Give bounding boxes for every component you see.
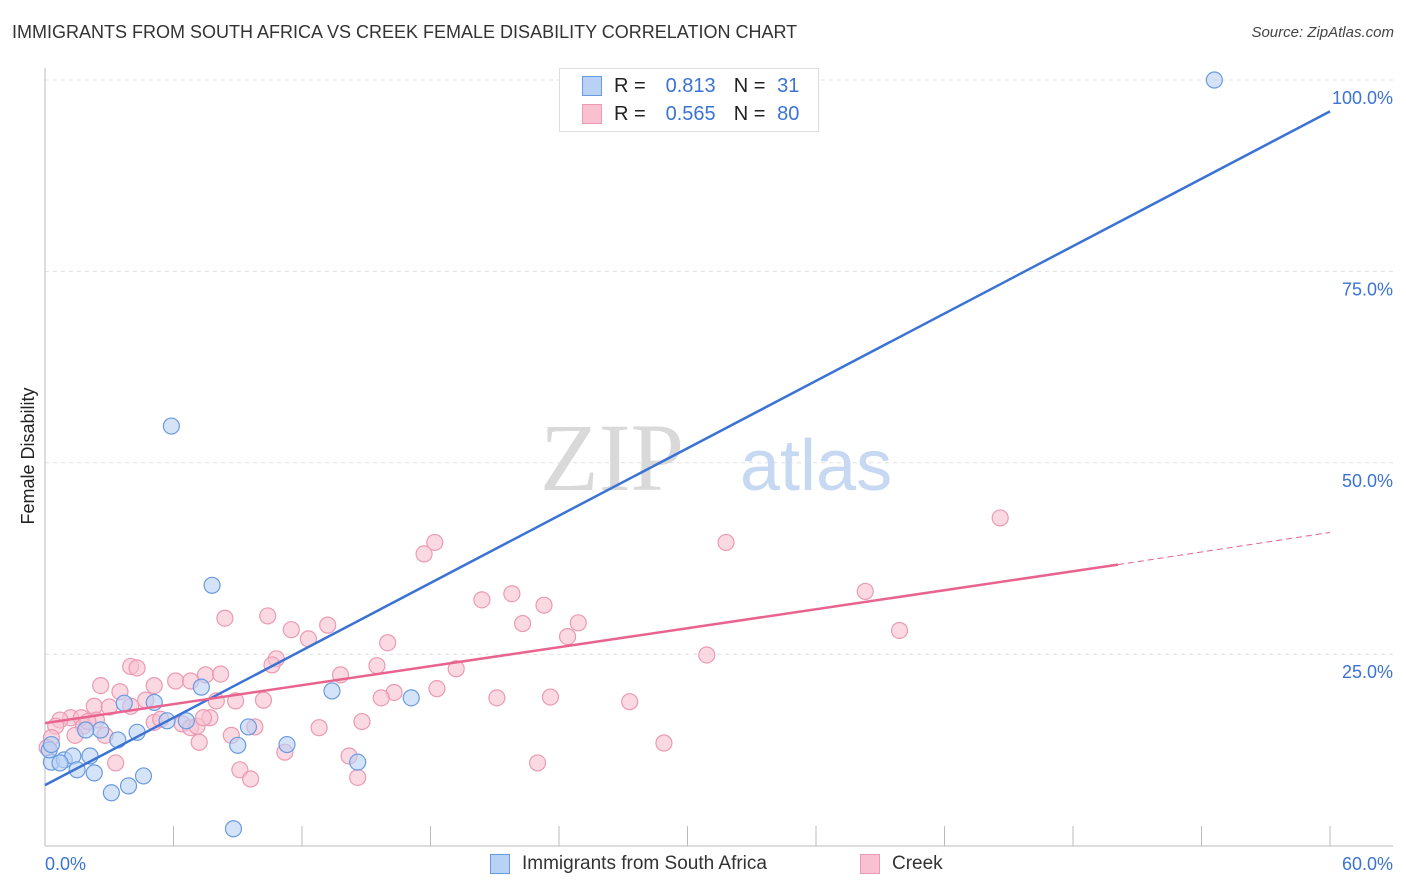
r-value: 0.813 bbox=[665, 75, 716, 97]
creek-point bbox=[216, 609, 234, 627]
south-africa-point bbox=[349, 753, 367, 771]
creek-point bbox=[621, 693, 639, 711]
creek-point bbox=[488, 689, 506, 707]
n-value: 31 bbox=[777, 75, 800, 97]
south-africa-point bbox=[92, 721, 110, 739]
creek-point bbox=[310, 719, 328, 737]
legend-row-south-africa: R = 0.813 N = 31 bbox=[582, 73, 799, 99]
south-africa-point bbox=[229, 736, 247, 754]
creek-point bbox=[194, 709, 213, 727]
creek-point bbox=[558, 627, 577, 646]
y-tick-label: 25.0% bbox=[1342, 662, 1393, 682]
pink-swatch-icon bbox=[860, 854, 880, 874]
creek-point bbox=[415, 545, 433, 563]
south-africa-point bbox=[278, 735, 296, 754]
legend-label: Creek bbox=[892, 853, 943, 874]
r-value: 0.565 bbox=[665, 103, 716, 125]
creek-point bbox=[92, 676, 110, 695]
south-africa-point bbox=[192, 678, 210, 696]
south-africa-point bbox=[402, 689, 420, 707]
blue-swatch-icon bbox=[582, 76, 602, 96]
south-africa-point bbox=[239, 718, 258, 736]
legend-item-south-africa[interactable]: Immigrants from South Africa bbox=[490, 852, 767, 876]
pink-swatch-icon bbox=[582, 104, 602, 124]
creek-point bbox=[349, 768, 367, 787]
x-tick-label-max: 60.0% bbox=[1342, 854, 1393, 874]
n-value: 80 bbox=[777, 103, 800, 125]
south-africa-point bbox=[1205, 71, 1223, 89]
creek-point bbox=[569, 614, 587, 632]
creek-point bbox=[372, 689, 390, 707]
creek-point bbox=[856, 582, 874, 601]
south-africa-point bbox=[85, 764, 103, 782]
creek-point bbox=[319, 616, 337, 634]
creek-point bbox=[353, 712, 371, 731]
creek-point bbox=[991, 509, 1009, 527]
creek-point bbox=[145, 676, 163, 695]
south-africa-point bbox=[119, 777, 138, 795]
creek-point bbox=[107, 754, 125, 772]
south-africa-point bbox=[51, 754, 69, 772]
correlation-legend: R = 0.813 N = 31 R = 0.565 N = 80 bbox=[559, 68, 819, 132]
watermark-atlas: atlas bbox=[740, 426, 892, 506]
creek-point bbox=[426, 533, 444, 552]
creek-point bbox=[254, 691, 273, 709]
blue-swatch-icon bbox=[490, 854, 510, 874]
south-africa-point bbox=[224, 820, 243, 838]
r-label: R = bbox=[614, 103, 646, 125]
creek-point bbox=[535, 596, 553, 614]
x-tick-label-min: 0.0% bbox=[45, 854, 86, 874]
creek-point bbox=[513, 614, 532, 633]
creek-point bbox=[190, 733, 208, 751]
creek-trend-line bbox=[44, 563, 1119, 725]
legend-label: Immigrants from South Africa bbox=[522, 853, 767, 874]
south-africa-point bbox=[177, 712, 195, 730]
legend-item-creek[interactable]: Creek bbox=[860, 852, 943, 876]
creek-point bbox=[227, 692, 245, 710]
r-label: R = bbox=[614, 75, 646, 97]
south-africa-point bbox=[102, 784, 120, 802]
south-africa-point bbox=[77, 721, 95, 739]
y-axis-label: Female Disability bbox=[18, 387, 38, 524]
creek-point bbox=[655, 734, 673, 752]
creek-point bbox=[282, 621, 300, 639]
creek-point bbox=[379, 634, 397, 652]
creek-point bbox=[428, 680, 446, 698]
creek-point bbox=[242, 770, 260, 788]
y-tick-label: 75.0% bbox=[1342, 279, 1393, 299]
creek-point bbox=[212, 665, 230, 683]
creek-point bbox=[698, 646, 716, 664]
creek-point bbox=[447, 660, 465, 678]
n-label: N = bbox=[733, 103, 766, 125]
creek-point bbox=[259, 607, 277, 625]
south-africa-point bbox=[203, 576, 221, 594]
south-africa-point bbox=[115, 694, 133, 712]
creek-point bbox=[368, 657, 386, 675]
y-tick-label: 100.0% bbox=[1332, 88, 1393, 108]
south-africa-point bbox=[162, 417, 180, 435]
source-label: Source: ZipAtlas.com bbox=[1251, 24, 1394, 41]
chart-title: IMMIGRANTS FROM SOUTH AFRICA VS CREEK FE… bbox=[12, 22, 798, 42]
creek-point bbox=[717, 533, 735, 552]
south-africa-point bbox=[42, 735, 61, 754]
creek-point bbox=[890, 621, 909, 640]
watermark-zip: ZIP bbox=[540, 404, 684, 511]
legend-row-creek: R = 0.565 N = 80 bbox=[582, 101, 799, 127]
creek-trend-extension bbox=[1117, 531, 1331, 566]
creek-point bbox=[128, 659, 146, 677]
n-label: N = bbox=[733, 75, 766, 97]
south-africa-trend-line bbox=[44, 110, 1331, 787]
y-tick-label: 50.0% bbox=[1342, 471, 1393, 491]
creek-point bbox=[473, 591, 491, 609]
creek-point bbox=[541, 688, 560, 706]
south-africa-point bbox=[134, 767, 153, 785]
south-africa-point bbox=[323, 682, 341, 700]
creek-point bbox=[167, 672, 185, 690]
creek-point bbox=[503, 585, 521, 603]
creek-point bbox=[528, 754, 547, 772]
